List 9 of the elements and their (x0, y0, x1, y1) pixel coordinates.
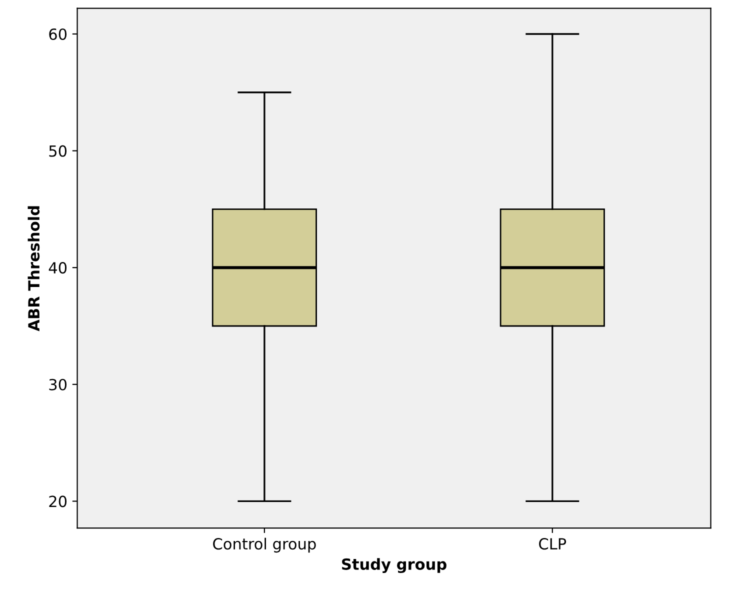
x-tick-label: CLP (539, 538, 566, 550)
y-axis-title: ABR Threshold (28, 206, 40, 332)
y-tick-label: 20 (49, 496, 67, 508)
y-tick-label: 60 (49, 28, 67, 40)
y-tick-label: 30 (49, 378, 67, 390)
y-tick-label: 40 (48, 262, 67, 274)
x-axis-title: Study group (342, 558, 446, 574)
x-tick-label: Control group (213, 538, 316, 553)
y-tick-label: 50 (49, 145, 67, 157)
